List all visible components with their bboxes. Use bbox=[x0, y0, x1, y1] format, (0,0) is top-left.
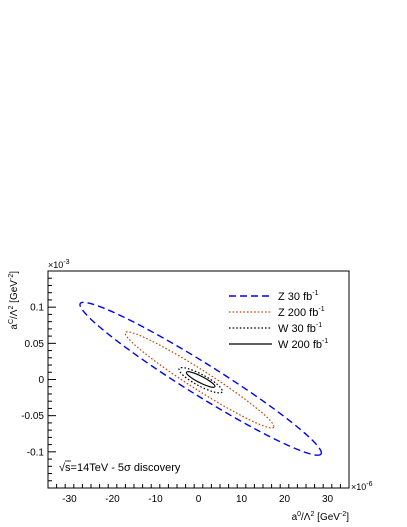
x-label-mid: /Λ bbox=[301, 512, 311, 523]
x-multiplier-exp: -6 bbox=[366, 481, 372, 488]
legend-entry-z-30-fb: Z 30 fb-1 bbox=[229, 290, 319, 303]
legend-entry-z-200-fb: Z 200 fb-1 bbox=[229, 306, 325, 319]
legend-label-main: Z 200 fb bbox=[278, 307, 318, 319]
legend-entry-w-30-fb: W 30 fb-1 bbox=[229, 322, 322, 335]
y-tick-label: 0.1 bbox=[30, 303, 44, 314]
y-tick-label: -0.05 bbox=[21, 411, 44, 422]
x-tick-label: 20 bbox=[279, 494, 291, 505]
y-tick-label: -0.1 bbox=[27, 447, 45, 458]
legend-label: Z 200 fb-1 bbox=[278, 306, 325, 319]
x-tick-label: -20 bbox=[105, 494, 120, 505]
x-label-sup2: 2 bbox=[311, 511, 315, 518]
y-axis: -0.1 -0.05 0 0.05 0.1 bbox=[21, 270, 56, 489]
y-multiplier: ×10-3 bbox=[48, 259, 70, 270]
y-label-sup2: 2 bbox=[8, 306, 15, 310]
legend: Z 30 fb-1Z 200 fb-1W 30 fb-1W 200 fb-1 bbox=[229, 290, 328, 351]
x-axis: -30 -20 -10 0 10 20 30 bbox=[47, 484, 350, 505]
annotation-text: √s=14TeV - 5σ discovery bbox=[59, 462, 181, 474]
x-tick-label: 0 bbox=[196, 494, 202, 505]
legend-label-main: Z 30 fb bbox=[278, 291, 312, 303]
annotation-body: s=14TeV - 5σ discovery bbox=[65, 462, 181, 474]
legend-label-main: W 200 fb bbox=[278, 339, 322, 351]
y-multiplier-exp: -3 bbox=[63, 259, 69, 266]
x-multiplier: ×10-6 bbox=[351, 481, 373, 492]
y-axis-label: aC/Λ2 [GeV-2] bbox=[8, 271, 20, 330]
x-multiplier-base: ×10 bbox=[351, 482, 366, 492]
legend-entry-w-200-fb: W 200 fb-1 bbox=[229, 338, 328, 351]
y-tick-label: 0 bbox=[38, 375, 44, 386]
y-label-main: a bbox=[9, 324, 20, 330]
series-w-30-fb-contour bbox=[178, 366, 223, 394]
y-label-unit: [GeV bbox=[9, 280, 20, 306]
y-tick-label: 0.05 bbox=[25, 339, 45, 350]
x-axis-label: a0/Λ2 [GeV-2] bbox=[292, 511, 350, 523]
legend-label-main: W 30 fb bbox=[278, 323, 316, 335]
annotation: √s=14TeV - 5σ discovery bbox=[59, 460, 181, 474]
series-layer bbox=[79, 301, 323, 456]
y-label-unit-sup: -2 bbox=[8, 274, 15, 280]
legend-label-sup: -1 bbox=[322, 338, 328, 345]
series-z-200-fb-contour bbox=[124, 331, 275, 429]
legend-label: Z 30 fb-1 bbox=[278, 290, 319, 303]
y-multiplier-base: ×10 bbox=[48, 260, 63, 270]
x-tick-label: 30 bbox=[322, 494, 334, 505]
x-tick-label: -10 bbox=[148, 494, 163, 505]
x-tick-label: -30 bbox=[62, 494, 77, 505]
series-z-30-fb-contour bbox=[79, 301, 323, 456]
y-label-mid: /Λ bbox=[9, 309, 20, 319]
x-label-unit: [GeV bbox=[314, 512, 340, 523]
legend-label: W 30 fb-1 bbox=[278, 322, 322, 335]
x-tick-label: 10 bbox=[236, 494, 248, 505]
series-w-200-fb-contour bbox=[185, 371, 216, 388]
annotation-radical: √ bbox=[59, 462, 66, 474]
x-label-sup: 0 bbox=[297, 511, 301, 518]
x-label-unit-end: ] bbox=[346, 512, 349, 523]
legend-label-sup: -1 bbox=[318, 306, 324, 313]
legend-label-sup: -1 bbox=[312, 290, 318, 297]
y-label-unit-end: ] bbox=[9, 271, 20, 274]
y-label-sup: C bbox=[8, 319, 15, 324]
x-label-unit-sup: -2 bbox=[340, 511, 346, 518]
x-label-main: a bbox=[292, 512, 298, 523]
legend-label: W 200 fb-1 bbox=[278, 338, 328, 351]
legend-label-sup: -1 bbox=[316, 322, 322, 329]
